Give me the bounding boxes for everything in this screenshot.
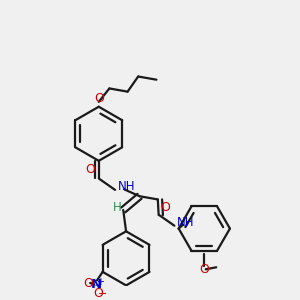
Text: O: O (94, 92, 104, 105)
Text: NH: NH (118, 180, 135, 193)
Text: +: + (96, 277, 104, 287)
Text: N: N (91, 278, 102, 292)
Text: O: O (83, 277, 93, 290)
Text: −: − (98, 289, 108, 298)
Text: O: O (93, 287, 103, 300)
Text: O: O (199, 263, 209, 276)
Text: O: O (85, 163, 95, 176)
Text: H: H (113, 201, 122, 214)
Text: O: O (160, 202, 170, 214)
Text: NH: NH (177, 216, 195, 230)
